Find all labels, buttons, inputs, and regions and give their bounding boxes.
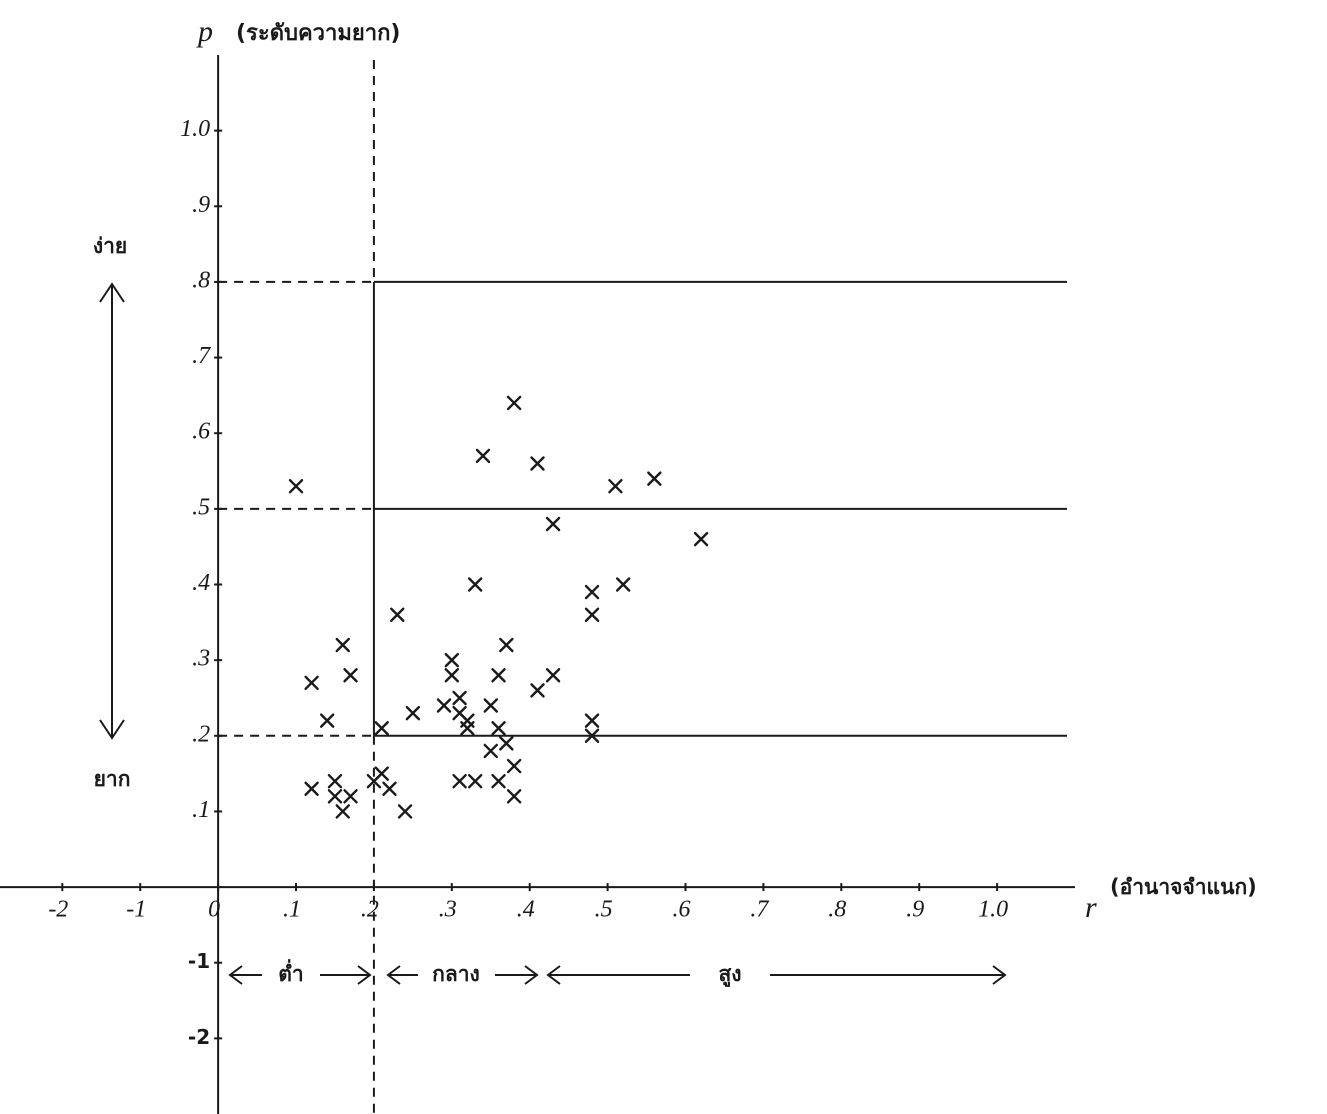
data-point — [452, 773, 467, 789]
y-tick-label: .2 — [192, 721, 210, 747]
data-point — [319, 713, 335, 728]
data-point — [584, 584, 600, 600]
data-point — [444, 652, 460, 668]
hard-label: ยาก — [94, 767, 131, 791]
x-tick-label: .3 — [439, 897, 457, 923]
data-point — [436, 698, 452, 713]
data-point — [491, 668, 506, 683]
x-tick-label: .6 — [673, 897, 691, 923]
data-point — [304, 781, 319, 796]
data-point — [491, 773, 506, 789]
x-tick-label: .2 — [361, 897, 379, 923]
x-tick-label: 1.0 — [978, 897, 1008, 923]
data-point — [530, 456, 545, 471]
data-point — [584, 728, 600, 743]
data-point — [506, 758, 522, 774]
x-tick-label: .7 — [750, 897, 769, 923]
data-point — [452, 690, 467, 706]
y-axis-title: (ระดับความยาก) — [236, 21, 400, 46]
data-point — [444, 668, 460, 683]
data-point — [335, 804, 350, 819]
data-point — [327, 789, 343, 804]
data-point — [693, 531, 709, 547]
x-tick-label: .8 — [828, 897, 846, 923]
y-tick-label: .9 — [192, 192, 210, 218]
data-point — [390, 607, 405, 622]
data-point — [491, 721, 506, 736]
data-point — [374, 766, 389, 781]
x-tick-label: -2 — [48, 897, 68, 923]
difficulty-arrow — [99, 282, 125, 740]
x-tick-label: .1 — [283, 897, 301, 923]
data-point — [467, 577, 483, 592]
low-arrow — [228, 965, 372, 985]
y-tick-label: .7 — [192, 343, 211, 369]
data-point — [506, 395, 522, 411]
y-tick-label: -1 — [188, 949, 210, 973]
data-point — [530, 683, 545, 698]
data-point — [483, 698, 498, 713]
data-point — [584, 713, 600, 728]
range-label: ต่ำ — [278, 958, 303, 986]
data-point — [288, 478, 304, 494]
x-axis-symbol: r — [1085, 891, 1097, 924]
y-tick-label: -2 — [188, 1025, 210, 1049]
data-point — [343, 668, 358, 683]
y-tick-label: .5 — [192, 494, 210, 520]
y-tick-label: .8 — [192, 267, 210, 293]
x-tick-label: .4 — [517, 897, 535, 923]
data-point — [499, 637, 514, 653]
data-point — [608, 478, 623, 494]
data-point — [335, 637, 350, 653]
y-axis-symbol: p — [196, 15, 213, 48]
data-point — [475, 448, 491, 464]
data-point — [545, 516, 561, 532]
data-point — [343, 789, 358, 804]
high-arrow — [546, 965, 1007, 985]
data-point — [397, 804, 413, 819]
arrow-heads — [99, 282, 125, 740]
y-tick-label: .1 — [192, 797, 210, 823]
data-point — [647, 471, 662, 486]
data-point — [374, 721, 389, 736]
data-point — [460, 721, 475, 736]
range-label: กลาง — [432, 962, 480, 986]
data-point — [584, 607, 600, 622]
data-point — [327, 773, 343, 789]
range-arrows: ต่ำ กลาง สูง — [228, 958, 1007, 988]
x-tick-label: 0 — [208, 897, 220, 923]
data-point — [483, 743, 498, 759]
data-point — [615, 577, 631, 592]
data-point — [545, 668, 561, 683]
y-tick-label: 1.0 — [180, 116, 210, 142]
range-label: สูง — [718, 962, 741, 988]
data-point — [467, 773, 483, 789]
y-tick-label: .6 — [192, 419, 210, 445]
data-point — [304, 675, 319, 691]
easy-label: ง่าย — [93, 234, 127, 258]
x-axis-title: (อำนาจจำแนก) — [1110, 875, 1257, 899]
x-tick-label: .9 — [906, 897, 924, 923]
y-tick-label: .4 — [192, 570, 210, 596]
data-point — [405, 705, 421, 721]
mid-arrow — [386, 965, 539, 985]
data-point — [499, 736, 514, 751]
data-point — [382, 781, 397, 796]
x-tick-label: .5 — [595, 897, 613, 923]
x-tick-label: -1 — [126, 897, 146, 923]
y-tick-label: .3 — [192, 646, 210, 672]
data-point — [506, 789, 522, 804]
